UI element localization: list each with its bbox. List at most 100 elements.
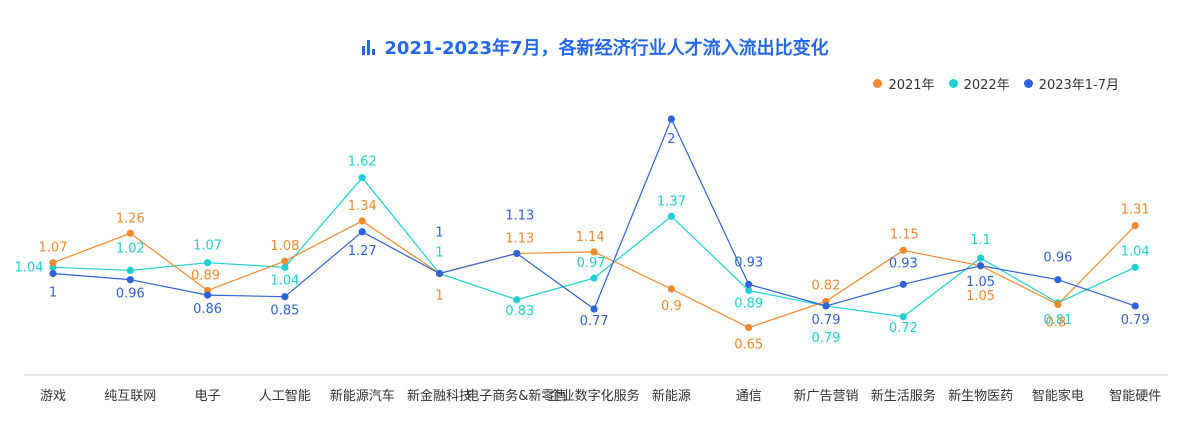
x-tick-label: 智能硬件	[1109, 389, 1161, 404]
chart-title: 2021-2023年7月，各新经济行业人才流入流出比变化	[384, 38, 829, 59]
data-point[interactable]	[49, 259, 57, 267]
data-label: 0.72	[889, 321, 918, 336]
x-tick-label: 智能家电	[1032, 388, 1084, 404]
data-label: 0.9	[661, 299, 682, 314]
data-point[interactable]	[899, 313, 907, 321]
data-point[interactable]	[822, 302, 830, 310]
data-point[interactable]	[281, 257, 289, 265]
data-label: 0.89	[191, 268, 220, 283]
data-point[interactable]	[358, 174, 366, 182]
data-point[interactable]	[281, 293, 289, 301]
data-point[interactable]	[1131, 302, 1139, 310]
data-label: 0.82	[812, 278, 841, 293]
data-label: 1.37	[657, 194, 686, 209]
data-point[interactable]	[667, 285, 676, 293]
data-point[interactable]	[977, 254, 985, 262]
data-label: 0.85	[270, 304, 299, 319]
legend-item-2021[interactable]: 2021年	[873, 74, 935, 93]
legend-marker-2021	[873, 79, 883, 88]
x-tick-label: 纯互联网	[104, 389, 156, 404]
data-point[interactable]	[1054, 276, 1062, 284]
data-point[interactable]	[667, 115, 676, 123]
data-label: 1.07	[193, 239, 222, 254]
x-tick-label: 新生活服务	[871, 388, 936, 404]
data-label: 1.04	[1121, 244, 1150, 259]
x-tick-label: 电子商务&新零售	[466, 388, 567, 404]
data-point[interactable]	[590, 305, 598, 313]
x-tick-label: 电子	[195, 389, 221, 404]
x-tick-label: 新能源	[652, 388, 691, 404]
x-tick-label: 游戏	[40, 389, 66, 404]
data-label: 0.79	[812, 313, 841, 328]
data-point[interactable]	[590, 248, 598, 256]
data-label: 1.08	[270, 239, 299, 254]
data-point[interactable]	[204, 291, 212, 299]
data-label: 1	[49, 286, 57, 301]
data-label: 1.34	[348, 199, 377, 214]
data-label: 2	[667, 132, 675, 147]
data-label: 1.15	[890, 227, 919, 242]
data-point[interactable]	[126, 229, 134, 237]
data-point[interactable]	[513, 249, 521, 258]
data-label: 1	[435, 226, 443, 241]
data-point[interactable]	[667, 212, 676, 220]
data-point[interactable]	[281, 263, 289, 271]
data-point[interactable]	[126, 276, 134, 284]
data-point[interactable]	[899, 246, 907, 254]
data-point[interactable]	[126, 266, 134, 275]
x-tick-label: 人工智能	[259, 389, 311, 404]
data-label: 1.13	[505, 208, 534, 223]
data-label: 1.02	[116, 241, 145, 256]
data-point[interactable]	[513, 296, 521, 304]
data-label: 0.93	[734, 255, 763, 270]
data-label: 1.07	[39, 241, 68, 256]
data-label: 1.62	[348, 155, 377, 170]
data-label: 0.93	[889, 256, 918, 271]
data-label: 1	[435, 246, 443, 261]
data-label: 0.77	[580, 314, 609, 329]
data-point[interactable]	[745, 280, 753, 288]
legend-item-2023[interactable]: 2023年1-7月	[1023, 74, 1119, 93]
legend-marker-2022	[948, 79, 958, 88]
data-label: 1.05	[966, 289, 995, 304]
x-tick-label: 通信	[736, 389, 762, 404]
data-label: 1.31	[1121, 203, 1150, 218]
data-point[interactable]	[1131, 263, 1139, 271]
legend-label-2021: 2021年	[888, 78, 935, 93]
data-point[interactable]	[745, 286, 753, 295]
legend-label-2022: 2022年	[963, 78, 1010, 93]
data-label: 0.89	[734, 296, 763, 311]
data-point[interactable]	[1054, 300, 1062, 308]
data-point[interactable]	[1131, 222, 1139, 230]
legend: 2021年 2022年 2023年1-7月	[873, 74, 1119, 93]
data-point[interactable]	[435, 269, 444, 278]
x-tick-label: 新能源汽车	[330, 388, 395, 404]
data-point[interactable]	[49, 269, 57, 278]
data-label: 1.26	[116, 211, 145, 226]
data-label: 0.83	[505, 304, 534, 319]
data-point[interactable]	[899, 280, 907, 288]
data-label: 1.04	[15, 260, 44, 275]
data-point[interactable]	[358, 217, 366, 225]
bar-chart-icon	[362, 39, 376, 60]
data-point[interactable]	[745, 323, 753, 332]
data-point[interactable]	[204, 259, 212, 267]
legend-marker-2023	[1023, 79, 1033, 88]
data-label: 1.1	[970, 233, 991, 248]
data-label: 0.8	[1046, 315, 1067, 330]
data-label: 1.27	[348, 244, 377, 259]
legend-item-2022[interactable]: 2022年	[948, 74, 1010, 93]
data-label: 1.14	[576, 230, 605, 245]
data-label: 1	[435, 289, 443, 304]
data-point[interactable]	[358, 228, 366, 236]
x-tick-label: 新广告营销	[793, 388, 858, 404]
data-point[interactable]	[590, 274, 598, 282]
data-point[interactable]	[977, 262, 985, 270]
x-tick-label: 新金融科技	[407, 388, 472, 404]
data-label: 0.97	[577, 256, 606, 271]
chart-title-row: 2021-2023年7月，各新经济行业人才流入流出比变化	[0, 34, 1191, 60]
data-label: 1.13	[505, 231, 534, 246]
data-label: 0.86	[193, 302, 222, 317]
x-tick-label: 企业数字化服务	[549, 388, 640, 404]
